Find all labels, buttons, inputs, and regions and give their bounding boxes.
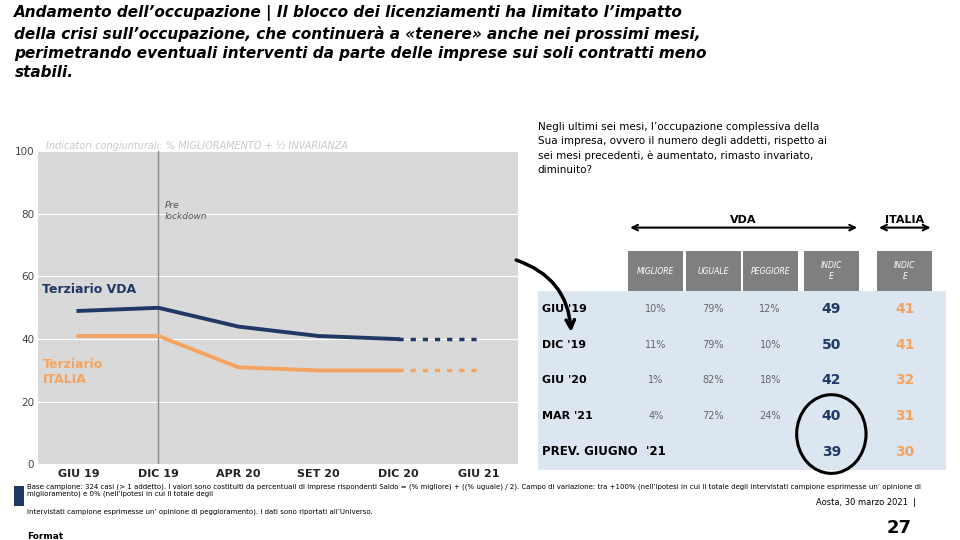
Text: Pre
lockdown: Pre lockdown bbox=[165, 201, 207, 221]
Text: PEGGIORE: PEGGIORE bbox=[751, 267, 790, 275]
Text: 32: 32 bbox=[895, 373, 915, 387]
Text: 79%: 79% bbox=[703, 340, 724, 349]
Text: 18%: 18% bbox=[759, 375, 780, 386]
Text: 12%: 12% bbox=[759, 304, 780, 314]
Text: 30: 30 bbox=[895, 445, 915, 459]
Bar bbox=[629, 251, 684, 291]
Text: UGUALE: UGUALE bbox=[697, 267, 729, 275]
Text: Terziario
ITALIA: Terziario ITALIA bbox=[42, 358, 103, 386]
Bar bbox=[685, 251, 740, 291]
Text: Aosta, 30 marzo 2021  |: Aosta, 30 marzo 2021 | bbox=[816, 498, 916, 507]
Text: 39: 39 bbox=[822, 445, 841, 459]
Text: GIU '20: GIU '20 bbox=[541, 375, 587, 386]
Text: 24%: 24% bbox=[759, 411, 780, 421]
Bar bbox=[877, 251, 932, 291]
Text: 11%: 11% bbox=[645, 340, 666, 349]
Bar bbox=[804, 251, 859, 291]
Bar bbox=[538, 291, 946, 327]
Text: OCCUPAZIONE (VDA vs ITALIA): OCCUPAZIONE (VDA vs ITALIA) bbox=[46, 123, 248, 136]
Text: 40: 40 bbox=[822, 409, 841, 423]
Text: DIC '19: DIC '19 bbox=[541, 340, 586, 349]
Text: 72%: 72% bbox=[702, 411, 724, 421]
Text: 79%: 79% bbox=[703, 304, 724, 314]
Text: Andamento dell’occupazione | Il blocco dei licenziamenti ha limitato l’impatto
d: Andamento dell’occupazione | Il blocco d… bbox=[14, 5, 707, 80]
Text: PREV. GIUGNO  '21: PREV. GIUGNO '21 bbox=[541, 446, 665, 458]
Bar bbox=[538, 434, 946, 470]
Bar bbox=[14, 486, 24, 506]
Text: INDIC
E: INDIC E bbox=[894, 261, 916, 281]
Text: INDIC
E: INDIC E bbox=[821, 261, 842, 281]
Text: 50: 50 bbox=[822, 338, 841, 352]
Text: 49: 49 bbox=[822, 302, 841, 316]
Text: 10%: 10% bbox=[759, 340, 780, 349]
Text: Terziario VDA: Terziario VDA bbox=[42, 282, 136, 295]
Text: MAR '21: MAR '21 bbox=[541, 411, 592, 421]
Bar bbox=[538, 362, 946, 399]
Bar bbox=[538, 327, 946, 362]
Text: 42: 42 bbox=[822, 373, 841, 387]
Text: 4%: 4% bbox=[648, 411, 663, 421]
Text: Base campione: 324 casi (> 1 addetto). I valori sono costituiti da percentuali d: Base campione: 324 casi (> 1 addetto). I… bbox=[27, 483, 922, 497]
Bar bbox=[743, 251, 798, 291]
Text: ITALIA: ITALIA bbox=[885, 215, 924, 225]
Text: 10%: 10% bbox=[645, 304, 666, 314]
Text: Format: Format bbox=[27, 531, 63, 540]
Text: 41: 41 bbox=[895, 338, 915, 352]
Text: 41: 41 bbox=[895, 302, 915, 316]
Text: GIU '19: GIU '19 bbox=[541, 304, 587, 314]
Text: intervistati campione esprimesse un’ opinione di peggioramento). I dati sono rip: intervistati campione esprimesse un’ opi… bbox=[27, 509, 373, 516]
Text: MIGLIORE: MIGLIORE bbox=[637, 267, 675, 275]
Text: 27: 27 bbox=[887, 519, 912, 537]
Text: VDA: VDA bbox=[731, 215, 756, 225]
Text: 31: 31 bbox=[895, 409, 915, 423]
Text: Indicatori congiunturali: % MIGLIORAMENTO + ½ INVARIANZA: Indicatori congiunturali: % MIGLIORAMENT… bbox=[46, 140, 348, 151]
Text: 1%: 1% bbox=[648, 375, 663, 386]
Text: Negli ultimi sei mesi, l’occupazione complessiva della
Sua impresa, ovvero il nu: Negli ultimi sei mesi, l’occupazione com… bbox=[538, 122, 827, 176]
Bar bbox=[538, 399, 946, 434]
Text: 82%: 82% bbox=[703, 375, 724, 386]
